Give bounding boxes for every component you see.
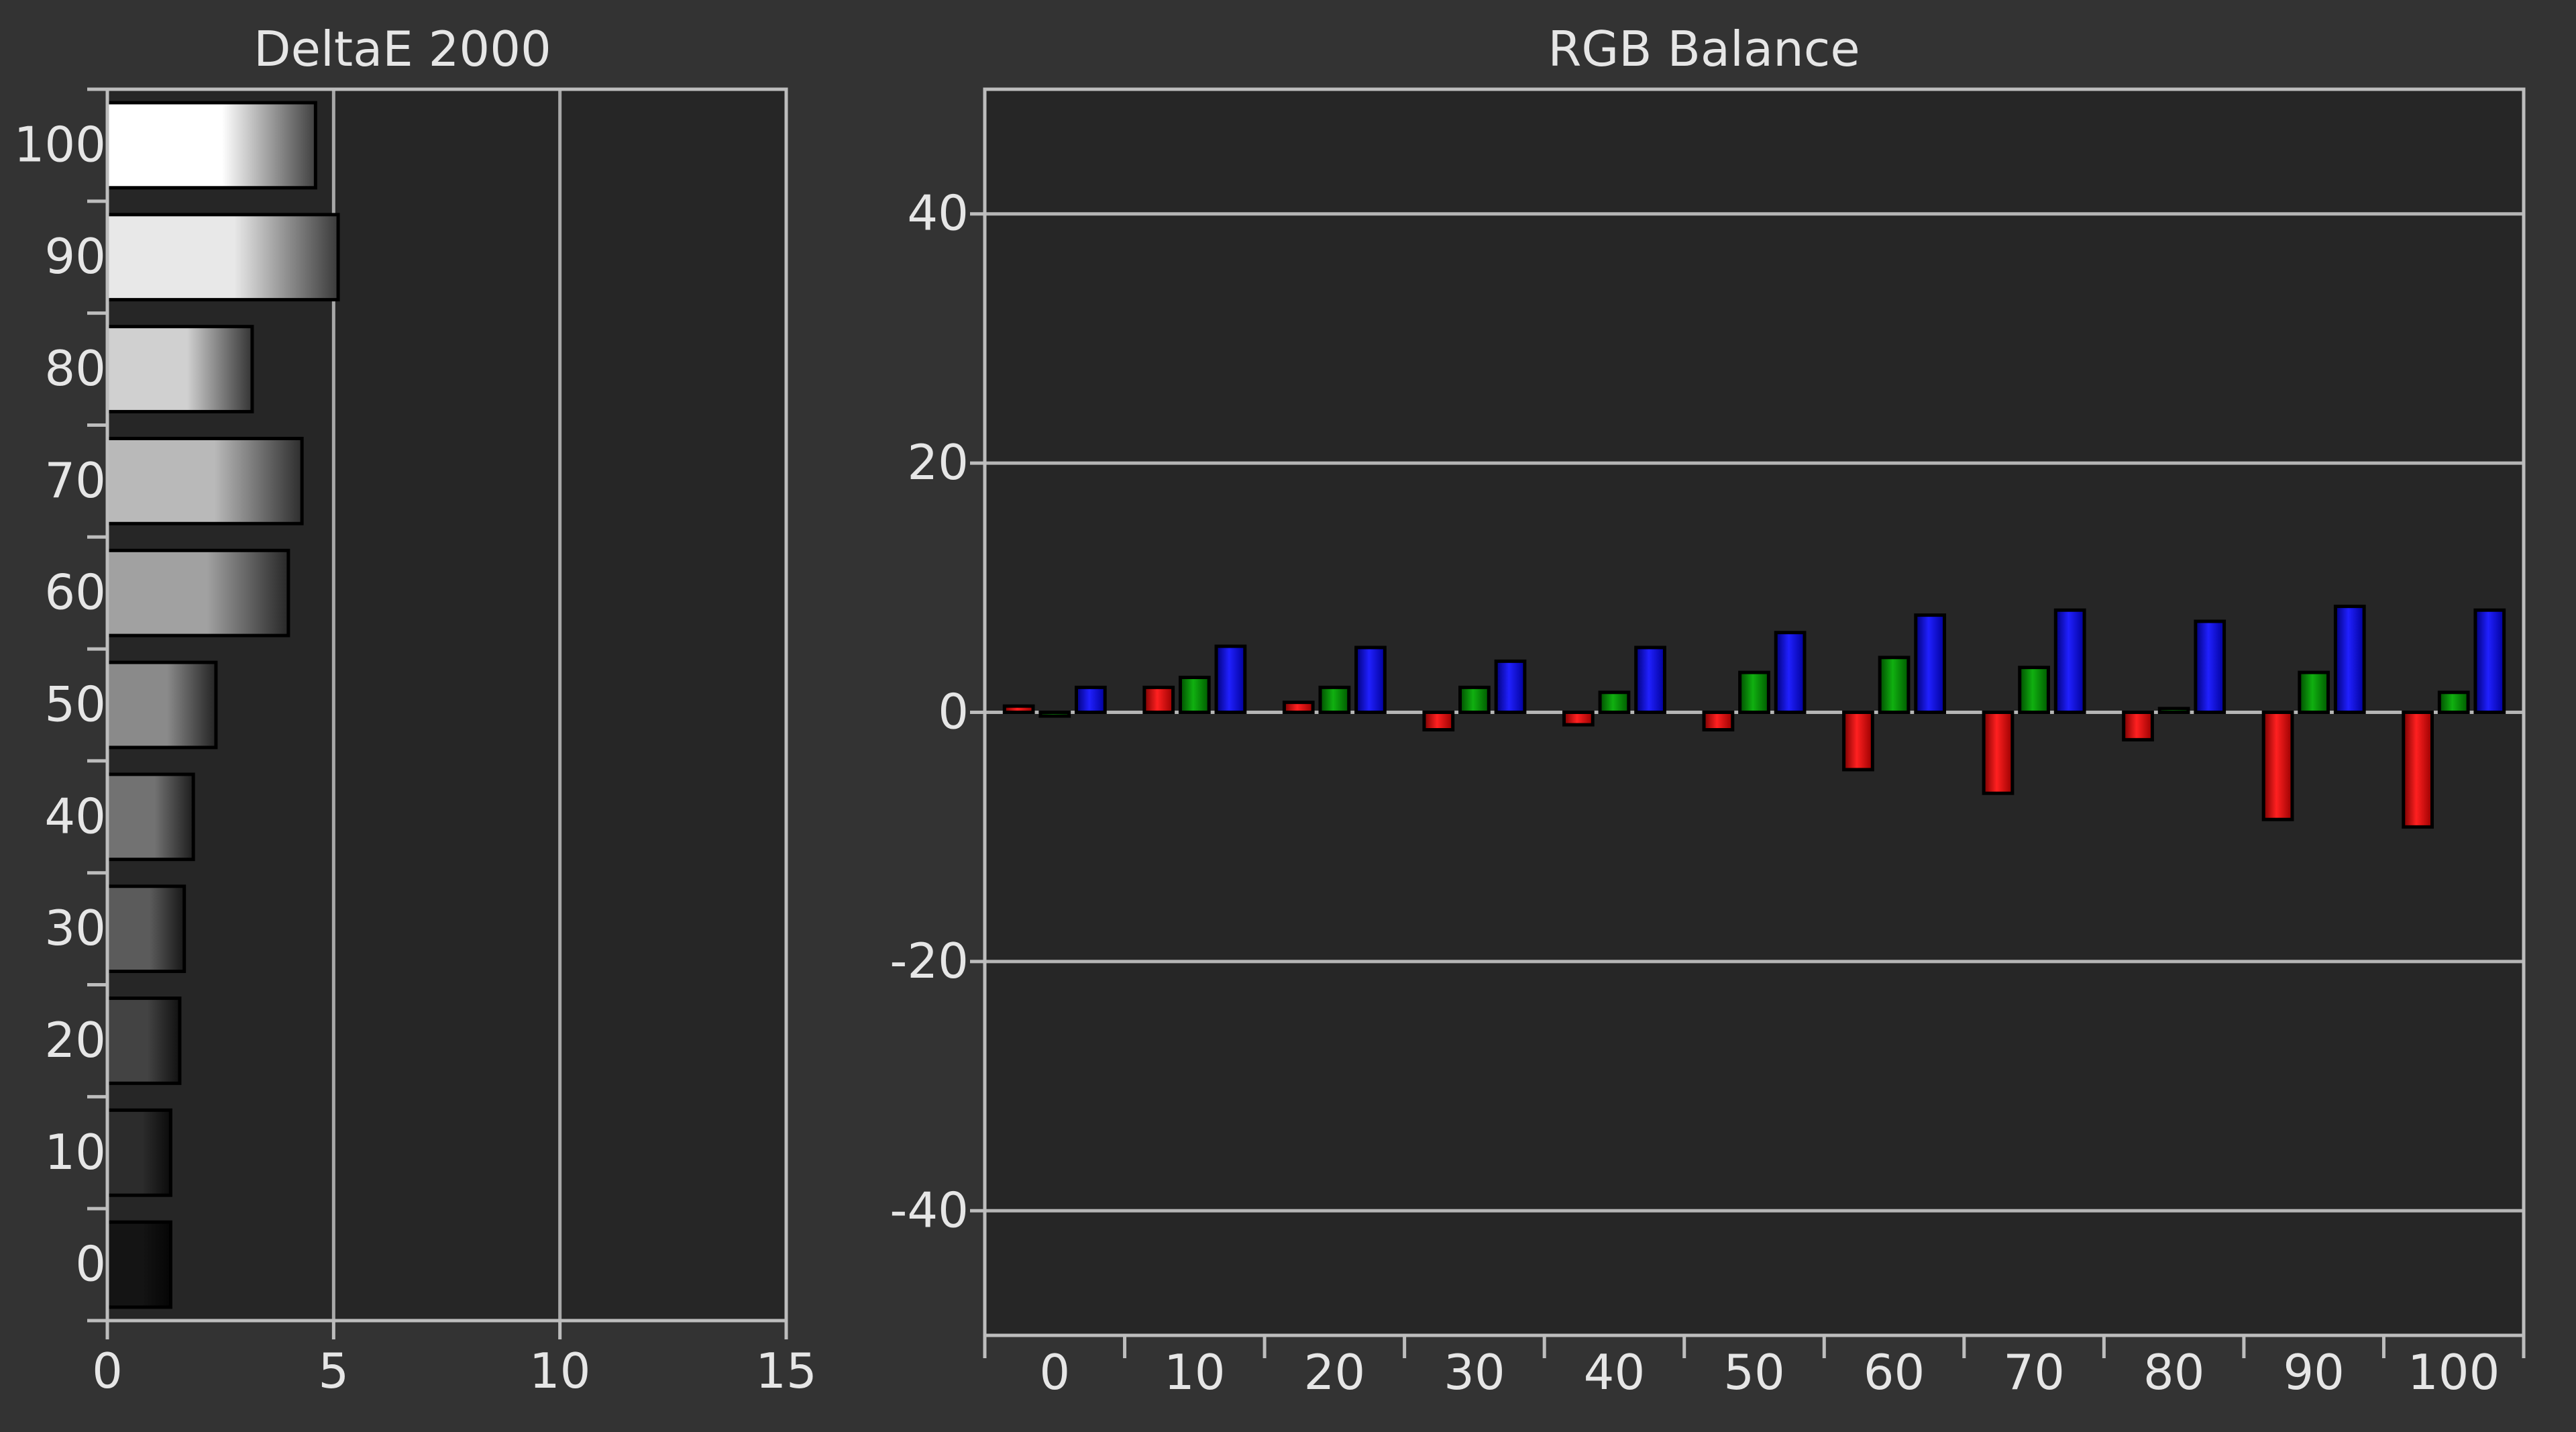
delta-e-y-tick-label: 60 (44, 564, 106, 621)
rgb-green-bar (1178, 676, 1211, 715)
rgb-x-tick-label: 80 (2143, 1344, 2205, 1400)
delta-e-title: DeltaE 2000 (254, 21, 551, 77)
delta-e-y-tick-label: 40 (44, 788, 106, 844)
rgb-green-bar (1598, 691, 1631, 714)
rgb-x-tick-label: 20 (1304, 1344, 1366, 1400)
rgb-red-bar (1702, 711, 1735, 731)
delta-e-bar (105, 548, 290, 637)
rgb-y-tick-label: -40 (890, 1182, 969, 1238)
rgb-blue-bar (1354, 646, 1387, 714)
rgb-green-bar (1878, 656, 1911, 714)
rgb-blue-bar (2053, 608, 2086, 715)
rgb-y-tick-label: 40 (907, 185, 969, 242)
rgb-blue-bar (1914, 613, 1947, 714)
delta-e-y-tick-label: 70 (44, 452, 106, 509)
rgb-x-tick-label: 0 (1039, 1344, 1070, 1400)
rgb-red-bar (1282, 701, 1315, 715)
rgb-green-bar (2298, 670, 2330, 714)
delta-e-y-tick-label: 80 (44, 340, 106, 397)
delta-e-frame (105, 87, 788, 1323)
rgb-red-bar (1562, 711, 1595, 727)
rgb-blue-bar (2333, 605, 2366, 715)
delta-e-x-tick-label: 5 (318, 1343, 349, 1399)
rgb-x-tick-label: 30 (1444, 1344, 1505, 1400)
delta-e-y-tick-label: 100 (14, 116, 106, 172)
rgb-blue-bar (2473, 608, 2506, 715)
rgb-x-tick-label: 40 (1584, 1344, 1646, 1400)
rgb-x-tick-label: 10 (1164, 1344, 1226, 1400)
rgb-red-bar (2402, 711, 2434, 829)
delta-e-y-tick-label: 20 (44, 1012, 106, 1068)
rgb-red-bar (2261, 711, 2294, 821)
rgb-blue-bar (1074, 685, 1107, 714)
delta-e-bar (105, 325, 254, 413)
rgb-green-bar (1318, 685, 1351, 714)
rgb-x-tick-label: 60 (1864, 1344, 1925, 1400)
rgb-y-tick-label: 0 (938, 684, 969, 740)
delta-e-bar (105, 1220, 172, 1309)
rgb-x-tick-label: 70 (2003, 1344, 2065, 1400)
rgb-red-bar (1142, 685, 1175, 714)
rgb-blue-bar (1774, 631, 1807, 714)
delta-e-bar (105, 436, 304, 525)
rgb-blue-bar (2194, 619, 2226, 715)
delta-e-bar (105, 660, 218, 750)
rgb-blue-bar (1214, 644, 1247, 714)
delta-e-x-tick-label: 15 (755, 1343, 817, 1399)
delta-e-y-tick-label: 30 (44, 900, 106, 956)
rgb-green-bar (1458, 685, 1491, 714)
delta-e-x-tick-label: 10 (529, 1343, 591, 1399)
rgb-green-bar (2437, 691, 2470, 714)
delta-e-y-tick-label: 0 (75, 1236, 106, 1292)
rgb-balance-frame (983, 87, 2526, 1337)
rgb-x-tick-label: 50 (1723, 1344, 1785, 1400)
rgb-red-bar (1002, 704, 1035, 714)
delta-e-y-tick-label: 50 (44, 676, 106, 733)
rgb-red-bar (1982, 711, 2015, 795)
delta-e-bar (105, 996, 182, 1085)
rgb-blue-bar (1634, 646, 1666, 714)
delta-e-bar (105, 213, 340, 302)
rgb-red-bar (1422, 711, 1455, 731)
rgb-y-tick-label: 20 (907, 434, 969, 491)
delta-e-bar (105, 1108, 172, 1197)
delta-e-bar (105, 772, 195, 862)
delta-e-y-tick-label: 90 (44, 228, 106, 285)
rgb-green-bar (1038, 711, 1071, 718)
rgb-blue-bar (1494, 659, 1527, 714)
rgb-x-tick-label: 100 (2408, 1344, 2500, 1400)
rgb-red-bar (2122, 711, 2154, 741)
rgb-y-tick-label: -20 (890, 933, 969, 989)
rgb-balance-title: RGB Balance (1548, 21, 1860, 77)
rgb-green-bar (2157, 707, 2190, 714)
rgb-green-bar (2018, 666, 2050, 715)
rgb-x-tick-label: 90 (2283, 1344, 2345, 1400)
delta-e-y-tick-label: 10 (44, 1124, 106, 1180)
rgb-green-bar (1738, 670, 1770, 714)
delta-e-bar (105, 884, 186, 974)
delta-e-x-tick-label: 0 (92, 1343, 123, 1399)
delta-e-bar (105, 101, 317, 190)
rgb-red-bar (1842, 711, 1874, 772)
